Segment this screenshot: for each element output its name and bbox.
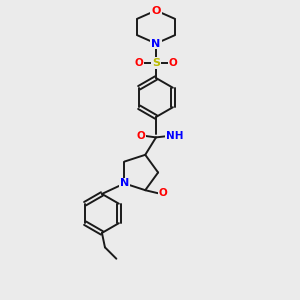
Text: NH: NH [166, 131, 183, 141]
Text: O: O [151, 5, 161, 16]
Text: O: O [136, 131, 145, 141]
Text: N: N [152, 38, 160, 49]
Text: O: O [159, 188, 168, 198]
Text: S: S [152, 58, 160, 68]
Text: O: O [169, 58, 178, 68]
Text: O: O [134, 58, 143, 68]
Text: N: N [120, 178, 129, 188]
